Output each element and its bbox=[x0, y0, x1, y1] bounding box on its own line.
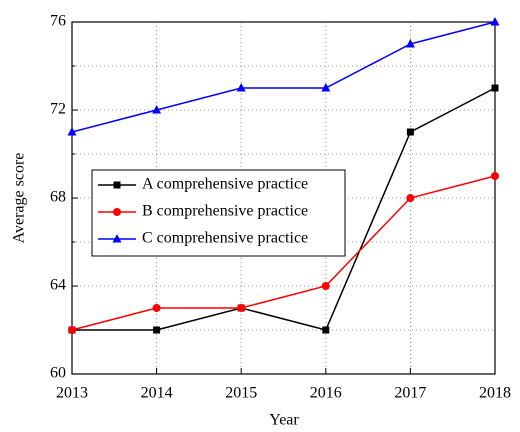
marker bbox=[321, 83, 331, 92]
y-axis-label: Average score bbox=[11, 153, 28, 244]
series-line bbox=[72, 87, 496, 331]
series-line bbox=[71, 175, 496, 331]
marker bbox=[322, 326, 330, 334]
y-tick-label: 72 bbox=[50, 101, 66, 118]
legend-label: B comprehensive practice bbox=[142, 203, 308, 220]
y-tick-label: 64 bbox=[50, 277, 66, 294]
x-tick-label: 2014 bbox=[141, 385, 173, 402]
marker bbox=[406, 128, 414, 136]
marker bbox=[68, 326, 76, 334]
legend: A comprehensive practice B comprehensive … bbox=[91, 169, 346, 257]
marker bbox=[113, 208, 121, 216]
marker bbox=[321, 282, 330, 290]
marker bbox=[152, 304, 161, 312]
marker bbox=[490, 17, 500, 26]
marker bbox=[406, 194, 415, 202]
marker bbox=[491, 172, 499, 180]
x-tick-label: 2017 bbox=[394, 385, 426, 402]
marker bbox=[113, 181, 121, 189]
marker bbox=[236, 83, 246, 92]
marker bbox=[153, 326, 161, 334]
y-tick-label: 60 bbox=[50, 365, 66, 382]
x-tick-label: 2015 bbox=[225, 385, 257, 402]
legend-label: A comprehensive practice bbox=[142, 176, 308, 193]
x-tick-label: 2016 bbox=[310, 385, 342, 402]
marker bbox=[237, 304, 246, 312]
marker bbox=[112, 234, 122, 243]
y-tick-label: 76 bbox=[50, 13, 66, 30]
series-line bbox=[71, 21, 496, 133]
marker bbox=[405, 39, 415, 48]
marker bbox=[152, 105, 162, 114]
x-tick-label: 2018 bbox=[479, 385, 511, 402]
marker bbox=[491, 84, 499, 92]
y-tick-label: 68 bbox=[50, 189, 66, 206]
x-axis-label: Year bbox=[269, 412, 299, 429]
plot-frame bbox=[71, 21, 496, 375]
legend-label: C comprehensive practice bbox=[142, 230, 308, 247]
marker bbox=[67, 127, 77, 136]
x-tick-label: 2013 bbox=[56, 385, 88, 402]
